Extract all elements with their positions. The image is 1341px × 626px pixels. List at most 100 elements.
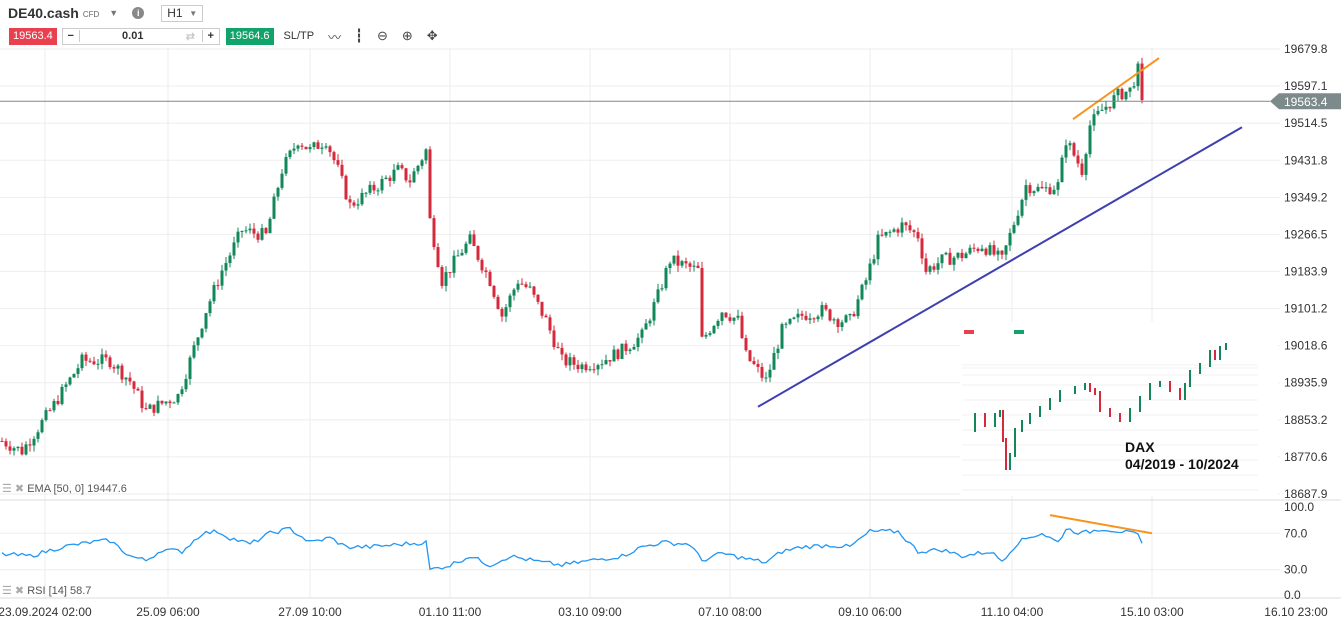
candle-body xyxy=(400,165,404,169)
candle-body xyxy=(880,234,884,236)
candle-body xyxy=(100,354,104,364)
candle-body xyxy=(968,247,972,254)
candle xyxy=(464,241,468,255)
candle xyxy=(1052,185,1056,195)
candle xyxy=(480,258,484,274)
candle-body xyxy=(532,286,536,295)
candle-body xyxy=(780,324,784,349)
symbol-name[interactable]: DE40.cash xyxy=(8,5,79,21)
move-icon[interactable]: ✥ xyxy=(426,28,438,43)
candle xyxy=(836,317,840,333)
candle-body xyxy=(796,313,800,318)
inset-title: DAX xyxy=(1125,439,1155,455)
candle xyxy=(288,149,292,160)
candle xyxy=(428,146,432,219)
candle-body xyxy=(672,255,676,264)
sltp-button[interactable]: SL/TP xyxy=(283,30,315,42)
orange-trendline xyxy=(1072,57,1160,120)
candle-body xyxy=(108,357,112,368)
candle-body xyxy=(48,410,52,412)
candle xyxy=(544,313,548,318)
x-tick-label: 16.10 23:00 xyxy=(1264,605,1328,619)
zoom-in-icon[interactable]: ⊕ xyxy=(401,28,413,43)
candle-body xyxy=(664,268,668,289)
candle-body xyxy=(172,402,176,404)
candle-body xyxy=(144,408,148,410)
candle xyxy=(1024,179,1028,206)
candle xyxy=(712,324,716,335)
candle-body xyxy=(960,252,964,259)
candle-body xyxy=(180,389,184,395)
candle xyxy=(848,313,852,321)
candle-body xyxy=(480,259,484,271)
candle-body xyxy=(728,317,732,321)
candle-body xyxy=(932,266,936,270)
candle-body xyxy=(228,255,232,264)
dropdown-caret-icon[interactable]: ▼ xyxy=(109,8,119,18)
candle xyxy=(208,298,212,317)
candle xyxy=(956,252,960,260)
candle-body xyxy=(540,301,544,316)
swap-icon[interactable]: ⇄ xyxy=(185,30,195,43)
candle-body xyxy=(428,149,432,219)
candle-body xyxy=(944,252,948,255)
candle xyxy=(324,142,328,150)
candle-body xyxy=(364,192,368,194)
candle xyxy=(364,191,368,198)
rsi-tick-label: 70.0 xyxy=(1284,526,1308,540)
candle xyxy=(700,261,704,338)
candle xyxy=(856,295,860,319)
candle-body xyxy=(972,247,976,249)
candle-body xyxy=(308,147,312,150)
decrease-button[interactable]: − xyxy=(63,30,80,42)
volume-stepper[interactable]: − 0.01 ⇄ + xyxy=(61,27,220,45)
candle-body xyxy=(580,364,584,370)
candles-icon[interactable]: ┇ xyxy=(355,28,363,43)
candle-body xyxy=(740,315,744,339)
candle-body xyxy=(412,171,416,183)
candle-body xyxy=(404,168,408,181)
candle xyxy=(632,343,636,350)
candle-body xyxy=(860,284,864,300)
candle-body xyxy=(568,357,572,366)
zoom-out-icon[interactable]: ⊖ xyxy=(376,28,388,43)
rsi-divergence-line xyxy=(1049,514,1153,535)
buy-button[interactable]: 19564.6 xyxy=(225,27,274,45)
candle xyxy=(228,252,232,268)
candle-body xyxy=(1124,91,1128,100)
rsi-legend[interactable]: ☰ ✖ RSI [14] 58.7 xyxy=(2,584,91,597)
line-chart-icon[interactable]: 〰 xyxy=(328,29,342,45)
info-icon[interactable]: i xyxy=(132,7,145,19)
candle xyxy=(944,251,948,256)
candle xyxy=(1012,221,1016,235)
candle xyxy=(172,401,176,404)
candle xyxy=(844,313,848,324)
candle-body xyxy=(800,313,804,316)
candle-body xyxy=(992,245,996,255)
settings-icon[interactable]: ☰ ✖ xyxy=(2,483,25,495)
ema-legend[interactable]: ☰ ✖ EMA [50, 0] 19447.6 xyxy=(2,482,127,495)
candle xyxy=(564,352,568,368)
candle xyxy=(136,387,140,391)
candle xyxy=(1032,190,1036,197)
increase-button[interactable]: + xyxy=(201,30,219,42)
candle-body xyxy=(700,268,704,337)
candle-body xyxy=(1128,87,1132,92)
candle xyxy=(1072,141,1076,157)
candle xyxy=(440,265,444,289)
candle xyxy=(1028,182,1032,197)
candle-body xyxy=(212,285,216,302)
candle-body xyxy=(176,394,180,403)
candle xyxy=(1136,61,1140,91)
sell-button[interactable]: 19563.4 xyxy=(9,27,57,45)
candle xyxy=(424,148,428,165)
candle xyxy=(420,158,424,170)
volume-input[interactable]: 0.01 xyxy=(122,30,144,42)
candle xyxy=(788,318,792,326)
candle-body xyxy=(1056,182,1060,190)
candle-body xyxy=(96,363,100,365)
candle xyxy=(284,153,288,177)
timeframe-select[interactable]: H1 ▼ xyxy=(161,4,204,22)
settings-icon[interactable]: ☰ ✖ xyxy=(2,585,25,597)
